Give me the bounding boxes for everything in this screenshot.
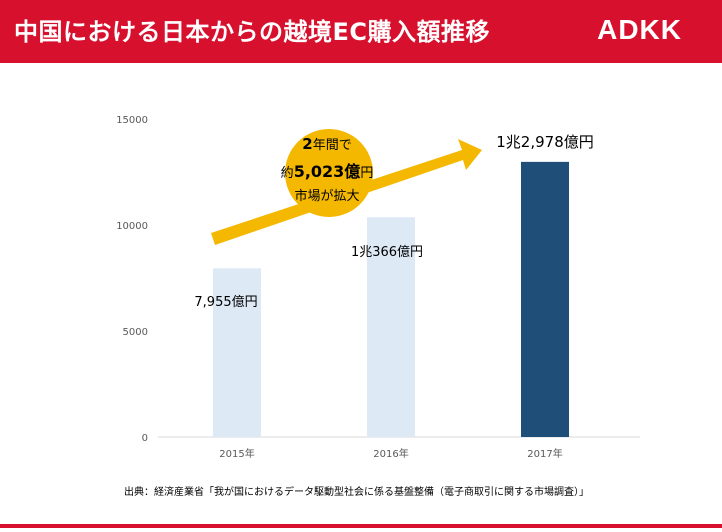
annotation-line-2: 約5,023億円: [281, 162, 374, 181]
bar-2017: [521, 161, 569, 437]
data-label: 7,955億円: [194, 294, 257, 310]
x-tick-label: 2016年: [373, 447, 408, 460]
bar-2015: [213, 268, 261, 437]
data-label: 1兆2,978億円: [496, 133, 594, 151]
header-bar: 中国における日本からの越境EC購入額推移 ADKK: [0, 0, 722, 63]
annotation-line-3: 市場が拡大: [294, 188, 359, 204]
data-label: 1兆366億円: [351, 244, 423, 260]
annotation-circle: [285, 129, 373, 217]
y-tick-label: 15000: [116, 115, 148, 126]
x-tick-label: 2017年: [527, 447, 562, 460]
x-tick-label: 2015年: [219, 447, 254, 460]
y-tick-label: 5000: [123, 327, 148, 338]
page-title: 中国における日本からの越境EC購入額推移: [14, 18, 491, 46]
bottom-rule: [0, 524, 722, 528]
source-note: 出典：経済産業省「我が国におけるデータ駆動型社会に係る基盤整備（電子商取引に関す…: [124, 487, 589, 498]
bar-2016: [367, 217, 415, 437]
adk-logo: ADKK: [597, 14, 682, 45]
chart-area: 0 5000 10000 15000 2015年 2016年 2017年 7,955億円 1兆3…: [0, 63, 722, 528]
y-tick-label: 0: [142, 433, 148, 444]
annotation-line-1: 2年間で: [302, 135, 351, 153]
y-tick-label: 10000: [116, 221, 148, 232]
bar-chart: 0 5000 10000 15000 2015年 2016年 2017年 7,955億円 1兆3…: [116, 115, 640, 460]
